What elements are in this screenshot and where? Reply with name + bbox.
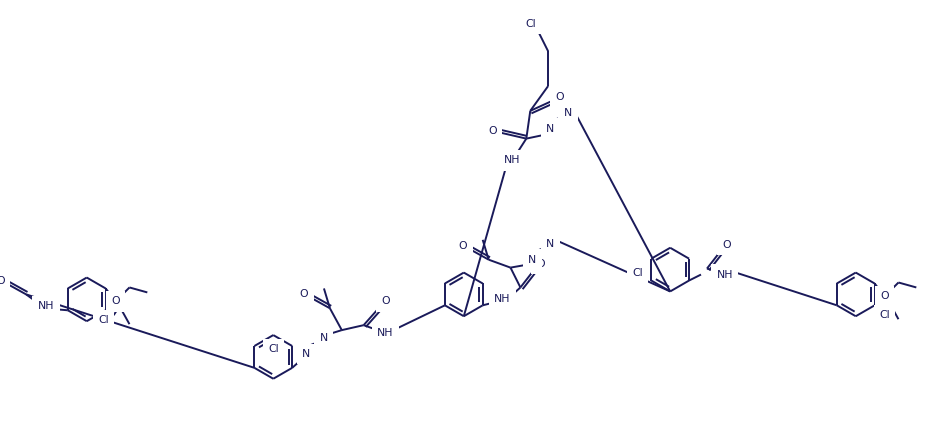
Text: NH: NH xyxy=(504,156,521,165)
Text: O: O xyxy=(723,240,731,250)
Text: O: O xyxy=(300,290,308,300)
Text: Cl: Cl xyxy=(268,344,279,354)
Text: N: N xyxy=(546,239,554,249)
Text: O: O xyxy=(555,92,564,102)
Text: O: O xyxy=(458,241,467,251)
Text: O: O xyxy=(488,126,496,136)
Text: N: N xyxy=(320,333,328,343)
Text: NH: NH xyxy=(716,269,733,279)
Text: N: N xyxy=(546,124,554,134)
Text: N: N xyxy=(528,255,536,265)
Text: NH: NH xyxy=(38,301,54,311)
Text: O: O xyxy=(536,259,545,269)
Text: Cl: Cl xyxy=(880,310,890,320)
Text: O: O xyxy=(0,276,5,286)
Text: O: O xyxy=(111,296,120,307)
Text: NH: NH xyxy=(495,294,511,304)
Text: Cl: Cl xyxy=(98,315,109,325)
Text: NH: NH xyxy=(378,328,394,338)
Text: O: O xyxy=(381,296,390,307)
Text: N: N xyxy=(564,108,573,118)
Text: O: O xyxy=(881,291,889,301)
Text: Cl: Cl xyxy=(632,268,643,278)
Text: Cl: Cl xyxy=(525,18,535,28)
Text: N: N xyxy=(302,349,310,359)
